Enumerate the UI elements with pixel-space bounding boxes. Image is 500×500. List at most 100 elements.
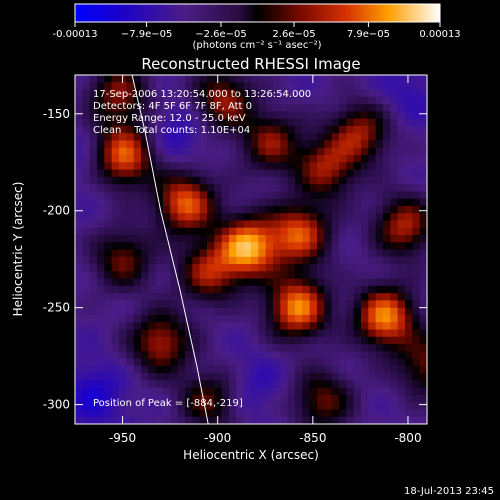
heatmap-cell bbox=[148, 249, 157, 258]
heatmap-cell bbox=[412, 140, 421, 149]
heatmap-cell bbox=[133, 82, 142, 91]
heatmap-cell bbox=[185, 140, 193, 149]
heatmap-cell bbox=[104, 140, 113, 149]
heatmap-cell bbox=[295, 358, 303, 367]
heatmap-cell bbox=[353, 380, 362, 389]
heatmap-cell bbox=[273, 96, 281, 105]
heatmap-cell bbox=[155, 358, 164, 367]
heatmap-cell bbox=[339, 271, 347, 280]
heatmap-cell bbox=[287, 344, 296, 352]
heatmap-cell bbox=[251, 394, 259, 403]
heatmap-cell bbox=[361, 133, 369, 142]
heatmap-cell bbox=[353, 300, 362, 309]
heatmap-cell bbox=[243, 351, 252, 360]
heatmap-cell bbox=[192, 293, 201, 301]
heatmap-cell bbox=[199, 416, 208, 424]
heatmap-cell bbox=[383, 271, 391, 280]
heatmap-cell bbox=[419, 373, 427, 381]
heatmap-cell bbox=[324, 264, 333, 272]
heatmap-cell bbox=[368, 169, 377, 178]
heatmap-cell bbox=[265, 220, 274, 229]
heatmap-cell bbox=[383, 293, 391, 301]
heatmap-cell bbox=[170, 176, 179, 185]
heatmap-cell bbox=[295, 344, 303, 352]
heatmap-cell bbox=[324, 416, 333, 424]
heatmap-cell bbox=[97, 191, 105, 200]
heatmap-cell bbox=[192, 75, 201, 83]
heatmap-cell bbox=[170, 220, 179, 229]
heatmap-cell bbox=[155, 118, 164, 127]
heatmap-cell bbox=[273, 416, 281, 424]
heatmap-cell bbox=[170, 96, 179, 105]
heatmap-cell bbox=[295, 213, 303, 222]
heatmap-cell bbox=[185, 344, 193, 352]
heatmap-cell bbox=[221, 394, 230, 403]
heatmap-cell bbox=[287, 416, 296, 424]
heatmap-cell bbox=[324, 402, 333, 411]
heatmap-cell bbox=[163, 234, 171, 243]
heatmap-cell bbox=[390, 373, 399, 381]
heatmap-cell bbox=[163, 322, 171, 331]
heatmap-cell bbox=[141, 89, 149, 98]
heatmap-cell bbox=[353, 176, 362, 185]
heatmap-cell bbox=[214, 118, 223, 127]
heatmap-cell bbox=[331, 300, 340, 309]
heatmap-cell bbox=[207, 169, 215, 178]
heatmap-cell bbox=[199, 242, 208, 251]
heatmap-cell bbox=[295, 336, 303, 345]
heatmap-cell bbox=[82, 147, 91, 156]
heatmap-cell bbox=[331, 176, 340, 185]
heatmap-cell bbox=[133, 329, 142, 338]
heatmap-cell bbox=[317, 198, 325, 207]
heatmap-cell bbox=[302, 373, 311, 381]
heatmap-cell bbox=[133, 162, 142, 171]
heatmap-cell bbox=[214, 329, 223, 338]
heatmap-cell bbox=[119, 365, 127, 374]
heatmap-cell bbox=[309, 329, 318, 338]
heatmap-cell bbox=[97, 213, 105, 222]
annotation-clean-counts: Clean Total counts: 1.10E+04 bbox=[93, 125, 250, 136]
heatmap-cell bbox=[199, 111, 208, 120]
heatmap-cell bbox=[155, 147, 164, 156]
heatmap-cell bbox=[185, 96, 193, 105]
heatmap-cell bbox=[207, 314, 215, 323]
heatmap-cell bbox=[82, 409, 91, 418]
heatmap-cell bbox=[287, 140, 296, 149]
heatmap-cell bbox=[236, 220, 245, 229]
heatmap-cell bbox=[185, 75, 193, 83]
heatmap-cell bbox=[236, 336, 245, 345]
heatmap-cell bbox=[339, 111, 347, 120]
heatmap-cell bbox=[251, 264, 259, 272]
heatmap-cell bbox=[236, 365, 245, 374]
heatmap-cell bbox=[331, 380, 340, 389]
heatmap-cell bbox=[353, 227, 362, 236]
heatmap-cell bbox=[280, 89, 289, 98]
heatmap-cell bbox=[280, 242, 289, 251]
heatmap-cell bbox=[383, 264, 391, 272]
heatmap-cell bbox=[207, 271, 215, 280]
heatmap-cell bbox=[229, 205, 237, 214]
plot-frame bbox=[74, 74, 428, 425]
heatmap-cell bbox=[207, 111, 215, 120]
heatmap-cell bbox=[82, 256, 91, 265]
heatmap-cell bbox=[221, 402, 230, 411]
heatmap-cell bbox=[346, 234, 355, 243]
heatmap-cell bbox=[368, 358, 377, 367]
heatmap-cell bbox=[317, 89, 325, 98]
heatmap-cell bbox=[214, 96, 223, 105]
heatmap-cell bbox=[309, 75, 318, 83]
heatmap-cell bbox=[419, 242, 427, 251]
heatmap-cell bbox=[302, 169, 311, 178]
heatmap-cell bbox=[346, 249, 355, 258]
heatmap-cell bbox=[199, 264, 208, 272]
heatmap-cell bbox=[170, 416, 179, 424]
heatmap-cell bbox=[199, 96, 208, 105]
heatmap-cell bbox=[177, 96, 186, 105]
heatmap-cell bbox=[133, 336, 142, 345]
heatmap-cell bbox=[170, 205, 179, 214]
heatmap-cell bbox=[221, 358, 230, 367]
heatmap-cell bbox=[295, 264, 303, 272]
heatmap-cell bbox=[302, 227, 311, 236]
heatmap-cell bbox=[192, 213, 201, 222]
heatmap-cell bbox=[75, 162, 83, 171]
